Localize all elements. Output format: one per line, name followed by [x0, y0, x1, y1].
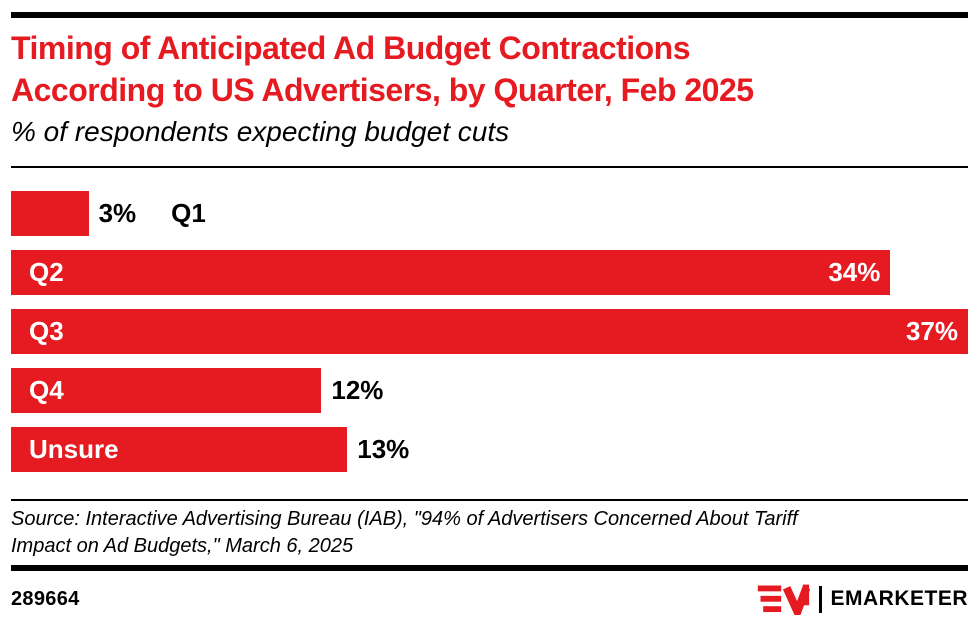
bottom-rule — [11, 565, 968, 571]
chart-title-line1: Timing of Anticipated Ad Budget Contract… — [11, 30, 691, 66]
bar-value-label: 3% — [98, 198, 137, 228]
logo-divider — [819, 585, 823, 613]
chart-title-line2: According to US Advertisers, by Quarter,… — [11, 72, 754, 108]
footer: 289664 EMARKETER — [11, 583, 968, 615]
subtitle-rule — [11, 166, 968, 168]
bar-chart: 3% Q1 Q2 34% Q3 37% Q4 12% Unsure 13% — [11, 191, 968, 472]
chart-row-q2: Q2 34% — [11, 250, 968, 295]
bar-q2: Q2 34% — [11, 250, 891, 295]
chart-subtitle: % of respondents expecting budget cuts — [11, 116, 510, 147]
source-note-line1: Source: Interactive Advertising Bureau (… — [11, 508, 798, 530]
bar-unsure: Unsure — [11, 427, 348, 472]
chart-row-q1: 3% Q1 — [11, 191, 968, 236]
bar-category-label: Q1 — [171, 198, 206, 228]
bar-q4: Q4 — [11, 368, 322, 413]
bar-q3: Q3 37% — [11, 309, 968, 354]
bar-category-label: Q4 — [29, 375, 64, 405]
chart-canvas: Timing of Anticipated Ad Budget Contract… — [0, 12, 980, 635]
brand-logo: EMARKETER — [756, 583, 968, 615]
bar-category-label: Q3 — [29, 316, 64, 346]
source-rule — [11, 499, 968, 501]
chart-row-q4: Q4 12% — [11, 368, 968, 413]
bar-q1 — [11, 191, 89, 236]
chart-row-q3: Q3 37% — [11, 309, 968, 354]
chart-row-unsure: Unsure 13% — [11, 427, 968, 472]
brand-wordmark: EMARKETER — [830, 587, 968, 610]
bar-category-label: Q2 — [29, 257, 64, 287]
bar-value-label: 12% — [331, 375, 384, 405]
emarketer-monogram-icon — [756, 583, 811, 615]
bar-value-label: 37% — [905, 316, 958, 346]
source-note: Source: Interactive Advertising Bureau (… — [11, 506, 968, 560]
bar-value-label: 13% — [357, 434, 410, 464]
top-rule — [11, 12, 968, 18]
bar-category-label: Unsure — [29, 434, 119, 464]
source-note-line2: Impact on Ad Budgets," March 6, 2025 — [11, 535, 354, 557]
chart-id: 289664 — [11, 587, 80, 610]
chart-title: Timing of Anticipated Ad Budget Contract… — [11, 27, 968, 111]
bar-value-label: 34% — [828, 257, 881, 287]
